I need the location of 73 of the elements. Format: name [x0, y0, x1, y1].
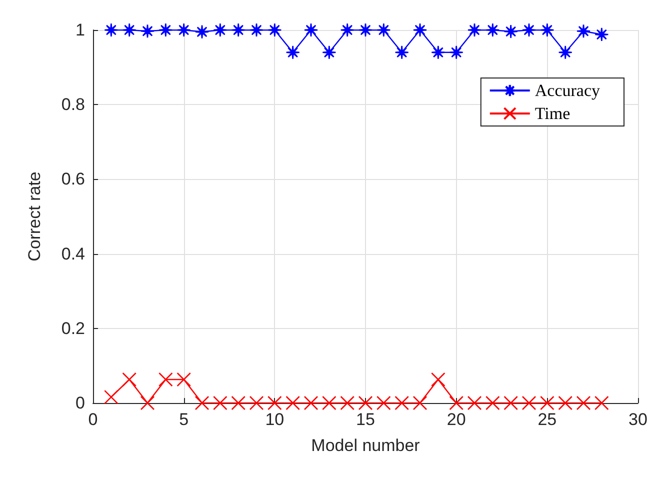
point — [176, 22, 191, 38]
point — [249, 22, 264, 38]
point — [340, 396, 354, 410]
x-tick-label: 25 — [538, 410, 557, 429]
y-tick-label: 1 — [76, 20, 85, 40]
x-axis-title: Model number — [311, 436, 420, 455]
point — [576, 396, 591, 410]
point — [486, 22, 500, 38]
point — [104, 390, 118, 404]
point — [431, 372, 446, 387]
point — [449, 396, 464, 410]
point — [268, 396, 282, 410]
x-tick-label: 5 — [179, 410, 189, 429]
point — [286, 396, 300, 410]
point — [522, 396, 536, 410]
legend-label: Time — [534, 104, 570, 123]
point — [504, 396, 518, 410]
point — [231, 22, 246, 38]
point — [304, 22, 318, 38]
point — [322, 45, 336, 60]
x-tick-label: 0 — [88, 410, 98, 429]
point — [540, 22, 554, 38]
point — [431, 45, 446, 60]
point — [540, 396, 554, 410]
x-tick-label: 20 — [446, 410, 466, 429]
point — [412, 396, 428, 410]
point — [304, 396, 318, 410]
point — [504, 24, 518, 39]
point — [158, 372, 173, 387]
point — [340, 22, 354, 38]
point — [576, 24, 591, 38]
point — [358, 396, 373, 410]
y-tick-label: 0.2 — [61, 318, 85, 338]
x-tick-label: 30 — [628, 410, 648, 429]
point — [358, 22, 373, 38]
point — [194, 24, 210, 40]
x-tick-label: 10 — [265, 410, 284, 429]
point — [412, 22, 428, 38]
point — [268, 22, 282, 38]
point — [286, 45, 300, 60]
point — [558, 396, 572, 410]
y-axis-title: Correct rate — [25, 172, 44, 262]
y-tick-label: 0.6 — [61, 170, 85, 189]
point — [122, 372, 136, 387]
point — [194, 396, 210, 410]
point — [376, 22, 391, 38]
y-tick-label: 0 — [76, 394, 85, 412]
point — [231, 396, 246, 410]
point — [467, 22, 482, 38]
point — [467, 396, 482, 410]
point — [176, 372, 191, 387]
point — [394, 45, 409, 60]
point — [394, 396, 409, 410]
point — [140, 24, 155, 38]
x-tick-label: 15 — [356, 410, 375, 429]
point — [122, 22, 136, 38]
point — [376, 396, 391, 410]
point — [594, 27, 609, 42]
legend-label: Accuracy — [534, 81, 600, 100]
point — [158, 22, 173, 38]
point — [213, 22, 228, 38]
point — [104, 22, 118, 38]
point — [486, 396, 500, 410]
point — [140, 396, 155, 410]
point — [522, 22, 536, 38]
point — [249, 396, 264, 410]
y-tick-label: 0.8 — [61, 95, 85, 114]
y-tick-label: 0.4 — [61, 244, 85, 264]
point — [322, 396, 336, 410]
point — [558, 45, 572, 60]
point — [449, 45, 464, 60]
point — [594, 396, 609, 410]
point — [213, 396, 228, 410]
